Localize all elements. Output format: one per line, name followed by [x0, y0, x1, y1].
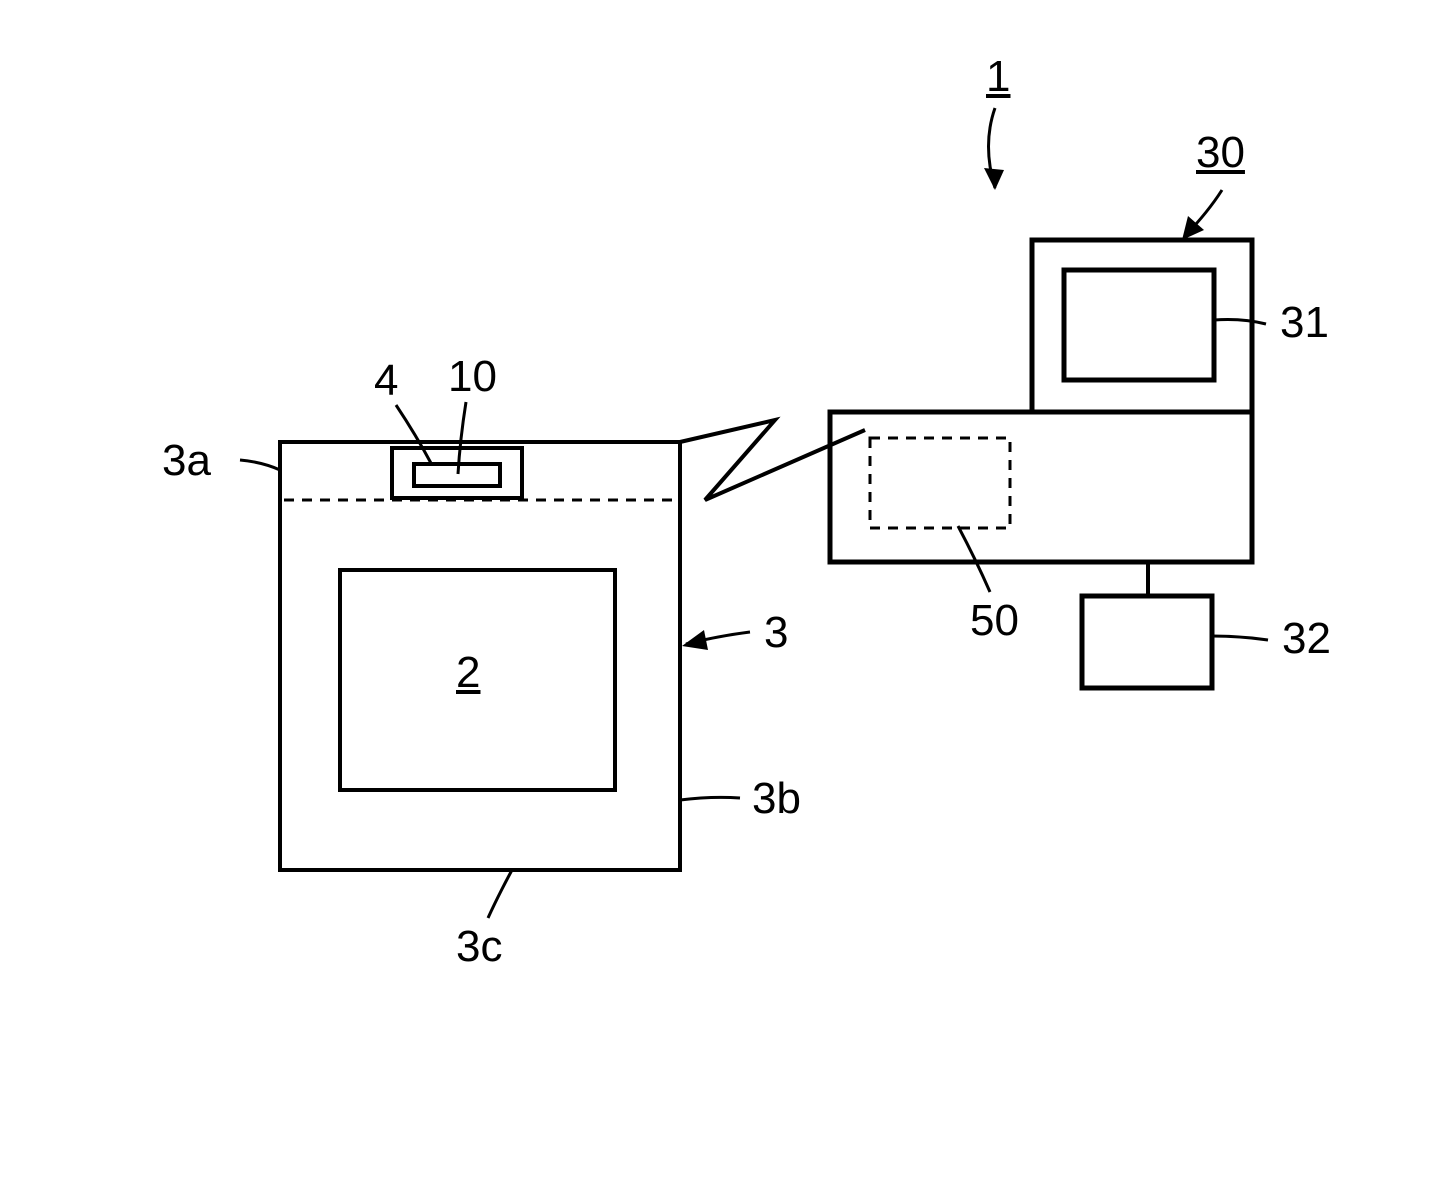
body-block	[830, 412, 1252, 562]
dashed-box-50	[870, 438, 1010, 528]
arrowhead-1	[984, 168, 1004, 190]
leader-32	[1212, 636, 1268, 640]
label-3b: 3b	[752, 774, 801, 824]
leader-3b	[680, 797, 740, 800]
label-3a: 3a	[162, 436, 211, 486]
box-32	[1082, 596, 1212, 688]
label-3c: 3c	[456, 922, 502, 972]
label-31: 31	[1280, 298, 1329, 348]
label-10: 10	[448, 352, 497, 402]
label-1: 1	[986, 52, 1010, 102]
screen-31	[1064, 270, 1214, 380]
leader-4	[396, 405, 432, 465]
label-32: 32	[1282, 614, 1331, 664]
leader-50	[958, 526, 990, 592]
label-50: 50	[970, 596, 1019, 646]
label-3: 3	[764, 608, 788, 658]
label-4: 4	[374, 356, 398, 406]
zigzag-line	[680, 420, 865, 500]
leader-3a	[240, 460, 280, 470]
label-30: 30	[1196, 128, 1245, 178]
leader-31	[1214, 320, 1266, 325]
diagram-svg	[0, 0, 1448, 1203]
arrowhead-3	[682, 630, 708, 650]
leader-3c	[488, 870, 512, 918]
label-2: 2	[456, 648, 480, 698]
